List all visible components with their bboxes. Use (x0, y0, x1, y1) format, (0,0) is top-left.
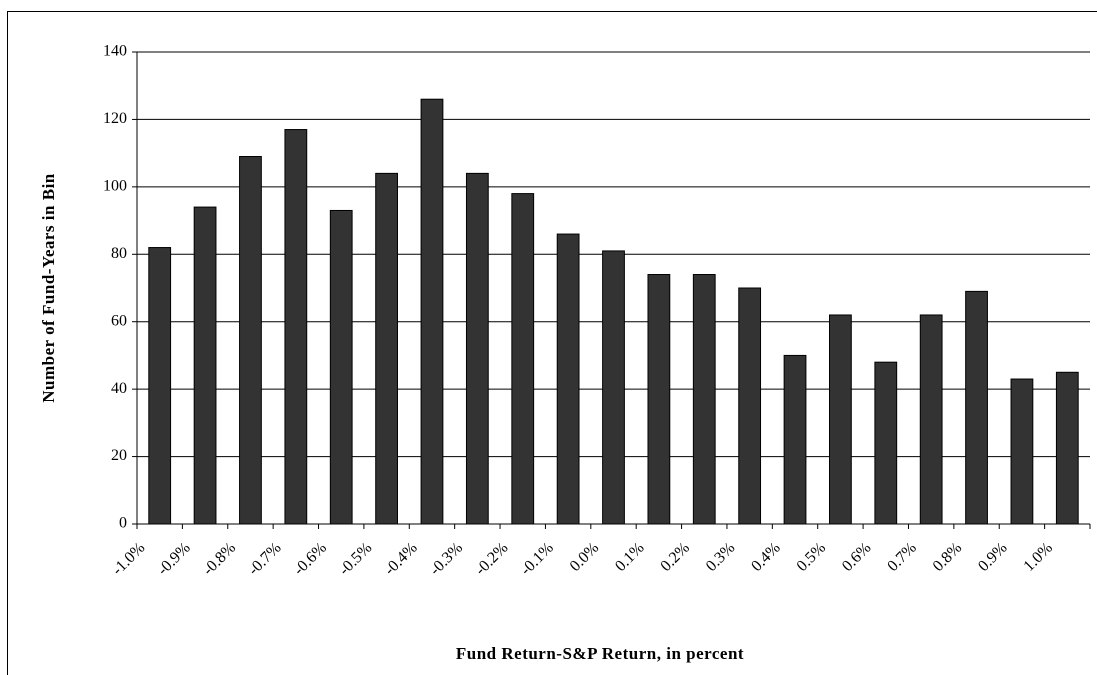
bar (148, 247, 172, 525)
x-tick-label: 0.1% (612, 539, 648, 575)
y-tick-label: 120 (103, 110, 127, 127)
x-tick-label: -0.9% (154, 539, 193, 578)
bar (284, 129, 308, 525)
x-tick-label: -0.5% (336, 539, 375, 578)
x-tick-label: 0.7% (884, 539, 920, 575)
bar (193, 206, 217, 525)
bar (783, 354, 807, 525)
x-tick-label: 0.6% (839, 539, 875, 575)
x-tick-label: 1.0% (1020, 539, 1056, 575)
bar (1055, 371, 1079, 525)
x-tick-label: 0.9% (975, 539, 1011, 575)
bar (692, 274, 716, 525)
y-tick-label: 20 (111, 447, 127, 464)
bar (965, 290, 988, 525)
y-tick-label: 100 (103, 178, 127, 195)
x-tick-label: -0.1% (517, 539, 556, 578)
x-tick-label: 0.3% (703, 539, 739, 575)
bar (647, 274, 671, 525)
bar (738, 287, 762, 525)
y-axis-title: Number of Fund-Years in Bin (39, 173, 58, 403)
bar (420, 98, 444, 525)
x-tick-label: -0.8% (200, 539, 239, 578)
y-tick-label: 80 (111, 245, 127, 262)
y-tick-label: 0 (119, 515, 127, 532)
x-tick-label: 0.8% (930, 539, 966, 575)
x-tick-label: -0.2% (472, 539, 511, 578)
x-tick-label: -0.3% (427, 539, 466, 578)
bar (329, 209, 353, 525)
bar (465, 172, 489, 525)
chart-frame (7, 11, 1097, 675)
x-tick-label: -1.0% (109, 539, 148, 578)
bar (602, 250, 625, 525)
bar (511, 193, 535, 525)
x-tick-label: 0.4% (748, 539, 784, 575)
bar (919, 314, 943, 525)
x-tick-label: 0.5% (794, 539, 830, 575)
x-tick-label: -0.7% (245, 539, 284, 578)
bar (239, 156, 262, 525)
x-tick-label: -0.4% (381, 539, 420, 578)
x-axis-title: Fund Return-S&P Return, in percent (456, 644, 744, 663)
bar (1010, 378, 1034, 525)
bar (829, 314, 852, 525)
bar (874, 361, 898, 525)
x-tick-label: 0.2% (657, 539, 693, 575)
bar (375, 172, 398, 525)
x-tick-label: 0.0% (567, 539, 603, 575)
x-tick-label: -0.6% (291, 539, 330, 578)
bar (556, 233, 580, 525)
y-tick-label: 140 (103, 43, 127, 60)
y-tick-label: 60 (111, 312, 127, 329)
y-tick-label: 40 (111, 380, 127, 397)
